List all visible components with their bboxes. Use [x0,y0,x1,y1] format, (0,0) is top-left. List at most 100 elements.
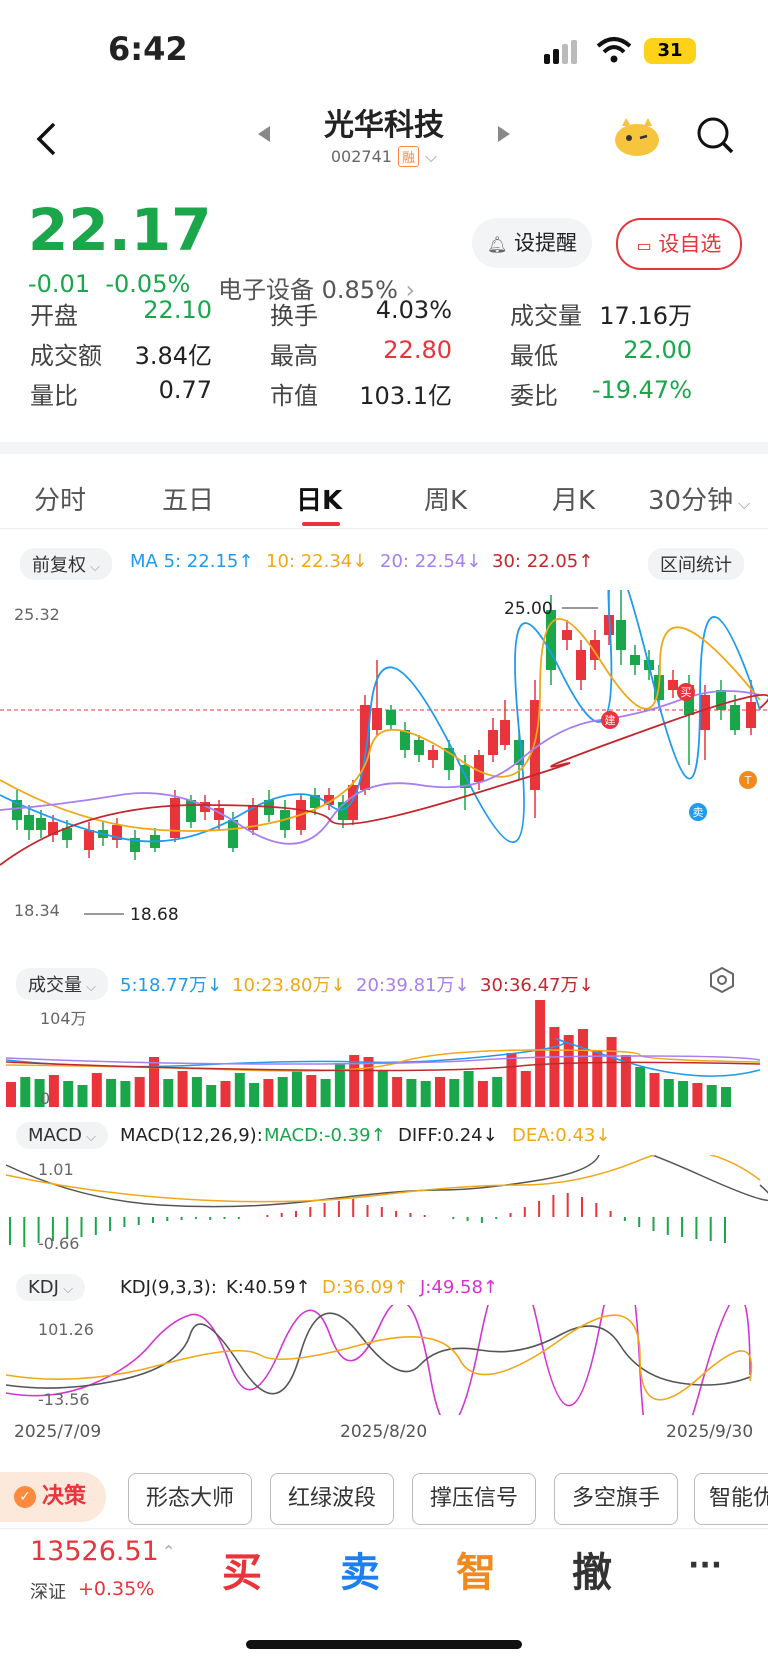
candle-body [348,785,358,820]
red-green-band-button[interactable]: 红绿波段 [270,1473,394,1525]
tab-30min[interactable]: 30分钟 ⌵ [648,480,750,517]
candle-body [228,820,238,848]
change-value: -0.01 [28,270,91,298]
chart-period-tabs: 分时 五日 日K 周K 月K 30分钟 ⌵ [0,468,768,529]
next-stock-icon[interactable] [496,124,512,144]
volume-bar [206,1085,217,1107]
candle-body [112,825,122,840]
kdj-title: KDJ [28,1277,59,1298]
volume-bar [63,1081,74,1107]
search-icon[interactable] [696,116,736,158]
volume-bar [6,1082,16,1107]
stock-code-row[interactable]: 002741 融 ⌵ [0,146,768,167]
sell-button[interactable]: 卖 [340,1550,380,1596]
dea-value: DEA:0.43↓ [512,1125,611,1146]
chevron-down-icon: ⌵ [424,147,438,166]
candle-body [576,650,586,680]
status-time: 6:42 [108,30,188,68]
volume-chart[interactable]: 104万 0 [0,1000,768,1112]
decision-button[interactable]: ✓ 决策 [0,1472,106,1522]
pattern-master-button[interactable]: 形态大师 [128,1473,252,1525]
smart-button[interactable]: 智 [456,1550,496,1596]
kdj-chart[interactable]: 101.26 -13.56 [0,1305,768,1415]
volume-bar [492,1077,503,1107]
t-tag-circle [739,771,757,789]
volume-bar [177,1071,188,1107]
diff-value: DIFF:0.24↓ [398,1125,498,1146]
volume-bar [477,1081,488,1107]
adjust-dropdown[interactable]: 前复权 ⌵ [20,548,112,580]
t-tag: T [744,774,752,787]
kdj-bottom-label: -13.56 [38,1390,90,1409]
decision-label: 决策 [42,1484,87,1509]
j-value: J:49.58↑ [420,1277,498,1298]
kdj-dropdown[interactable]: KDJ ⌵ [16,1274,85,1301]
tab-intraday[interactable]: 分时 [34,486,87,516]
active-tab-indicator [302,522,340,526]
battery-icon: 31 [644,38,696,64]
volume-dropdown[interactable]: 成交量 ⌵ [16,968,108,1000]
tab-five-day[interactable]: 五日 [162,486,215,516]
stat-value: 0.77 [158,376,212,404]
macd-value: MACD:-0.39↑ [264,1125,386,1146]
volume-bar [134,1077,145,1107]
volume-bar [678,1081,689,1107]
volume-bar [191,1077,202,1107]
volume-bar [463,1071,474,1107]
candle-body [24,815,34,830]
macd-chart[interactable]: 1.01 -0.66 [0,1155,768,1275]
stat-value: 4.03% [375,296,452,324]
range-stats-button[interactable]: 区间统计 [648,548,744,580]
volume-bar [635,1067,646,1107]
stat-label: 成交额 [30,342,102,370]
prev-stock-icon[interactable] [256,124,272,144]
support-resistance-button[interactable]: 撑压信号 [412,1473,536,1525]
ma5-legend: MA 5: 22.15↑ [130,551,254,572]
add-watchlist-button[interactable]: ▭ 设自选 [616,218,742,270]
dea-line [5,1155,761,1203]
chevron-up-icon: ⌃ [162,1542,176,1561]
buy-button[interactable]: 买 [222,1550,262,1596]
chevron-down-icon: ⌵ [58,1282,73,1297]
volume-zero-label: 0 [40,1089,50,1108]
volume-bar [263,1079,274,1107]
macd-bottom-label: -0.66 [38,1234,79,1253]
candle-body [36,818,46,830]
sector-name: 电子设备 [218,276,314,304]
sell-tag-circle [689,803,707,821]
candle-body [84,830,94,850]
chevron-down-icon: ⌵ [86,560,100,575]
volume-bar [20,1077,31,1107]
index-value[interactable]: 13526.51 [30,1536,159,1567]
settings-icon[interactable] [708,966,736,994]
mascot-icon[interactable] [612,114,662,158]
volume-bar [106,1079,117,1107]
candle-body [414,740,424,755]
candle-body [372,708,382,730]
stat-label: 委比 [510,382,558,410]
cancel-order-button[interactable]: 撤 [572,1550,612,1596]
back-icon[interactable] [34,120,58,158]
tab-weekly-k[interactable]: 周K [424,486,468,516]
stat-value: 22.00 [623,336,692,364]
smart-tool-button[interactable]: 智能优 [694,1473,768,1525]
tab-daily-k[interactable]: 日K [296,486,343,516]
vol-ma5-line [5,1038,761,1077]
more-button[interactable]: ··· [688,1548,723,1583]
set-alert-button[interactable]: 🔔︎ 设提醒 [472,218,592,268]
stat-label: 量比 [30,382,78,410]
sector-percent: 0.85% [321,276,398,304]
sector-link[interactable]: 电子设备 0.85% › [218,270,415,305]
tab-monthly-k[interactable]: 月K [552,486,596,516]
bull-bear-button[interactable]: 多空旗手 [554,1473,678,1525]
bell-icon: 🔔︎ [487,235,508,254]
index-name: 深证 [30,1582,66,1603]
candle-body [730,705,740,730]
candle-body [700,695,710,730]
vol-ma30-line [5,1061,761,1072]
volume-bar [592,1051,603,1107]
macd-dropdown[interactable]: MACD ⌵ [16,1122,108,1149]
volume-bar [163,1079,174,1107]
kline-chart[interactable]: 25.32 18.34 25.00 18.68 买建卖 T [0,590,768,940]
candle-body [474,755,484,782]
